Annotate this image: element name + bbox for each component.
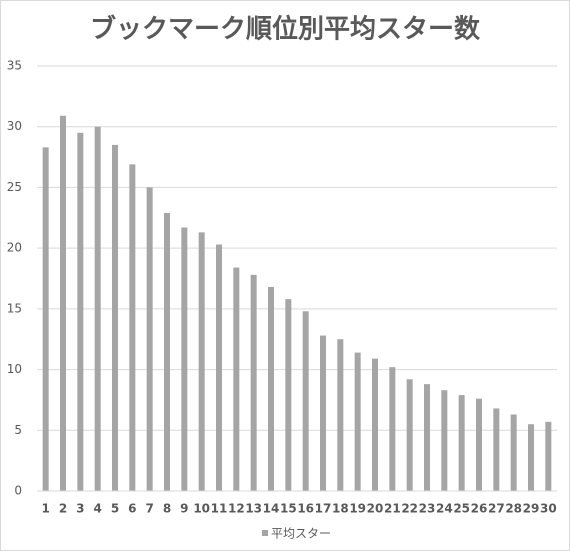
- x-tick-label: 19: [349, 502, 366, 516]
- bar: [441, 390, 448, 491]
- x-tick-label: 11: [211, 502, 228, 516]
- bar: [250, 274, 257, 491]
- bar: [545, 421, 552, 491]
- bar: [198, 232, 205, 491]
- x-tick-label: 10: [193, 502, 210, 516]
- bar: [233, 267, 240, 491]
- x-tick-label: 26: [471, 502, 488, 516]
- x-tick-label: 30: [540, 502, 557, 516]
- bar: [164, 212, 170, 491]
- legend-label: 平均スター: [271, 527, 331, 541]
- bar: [493, 408, 500, 491]
- x-tick-label: 14: [263, 502, 280, 516]
- x-tick-label: 29: [523, 502, 540, 516]
- chart-title: ブックマーク順位別平均スター数: [90, 14, 481, 45]
- x-tick-label: 28: [505, 502, 522, 516]
- bar: [320, 335, 326, 491]
- bar: [528, 424, 534, 491]
- bar: [146, 187, 153, 491]
- bar: [406, 379, 413, 491]
- x-tick-label: 24: [436, 502, 453, 516]
- x-tick-label: 6: [128, 502, 136, 516]
- x-tick-label: 9: [180, 502, 188, 516]
- x-tick-label: 20: [367, 502, 384, 516]
- bar: [424, 384, 430, 491]
- bar: [372, 358, 378, 491]
- x-tick-label: 22: [401, 502, 418, 516]
- x-tick-label: 1: [41, 502, 49, 516]
- x-tick-label: 15: [280, 502, 297, 516]
- bar: [77, 132, 84, 492]
- bar: [337, 339, 344, 491]
- y-tick-label: 30: [7, 119, 22, 133]
- bar: [476, 398, 482, 491]
- y-tick-label: 15: [7, 301, 22, 315]
- bar: [42, 147, 49, 491]
- x-tick-label: 21: [384, 502, 401, 516]
- y-tick-label: 25: [7, 180, 22, 194]
- bar: [112, 144, 118, 491]
- x-tick-label: 25: [453, 502, 470, 516]
- y-tick-label: 20: [7, 241, 22, 255]
- bar: [268, 287, 274, 491]
- bar: [216, 244, 222, 491]
- x-tick-label: 4: [93, 502, 101, 516]
- x-tick-label: 16: [297, 502, 314, 516]
- x-tick-label: 23: [419, 502, 436, 516]
- x-tick-label: 17: [315, 502, 332, 516]
- x-tick-label: 12: [228, 502, 245, 516]
- y-tick-label: 5: [14, 423, 22, 437]
- bar: [302, 311, 309, 491]
- x-tick-label: 7: [145, 502, 153, 516]
- x-tick-label: 18: [332, 502, 349, 516]
- y-tick-label: 35: [7, 59, 22, 73]
- bar: [354, 352, 361, 491]
- x-tick-label: 5: [111, 502, 119, 516]
- bar: [94, 126, 101, 491]
- x-tick-label: 13: [245, 502, 262, 516]
- x-tick-label: 8: [163, 502, 171, 516]
- y-tick-label: 0: [14, 484, 22, 498]
- x-tick-label: 2: [59, 502, 67, 516]
- y-tick-label: 10: [7, 362, 22, 376]
- bar: [129, 164, 136, 491]
- legend-swatch: [262, 530, 268, 536]
- x-tick-label: 27: [488, 502, 505, 516]
- bar: [389, 367, 396, 491]
- bar: [181, 227, 188, 491]
- bar: [458, 395, 465, 491]
- bar: [60, 115, 66, 492]
- bar: [285, 299, 292, 491]
- x-tick-label: 3: [76, 502, 84, 516]
- bar: [510, 414, 517, 491]
